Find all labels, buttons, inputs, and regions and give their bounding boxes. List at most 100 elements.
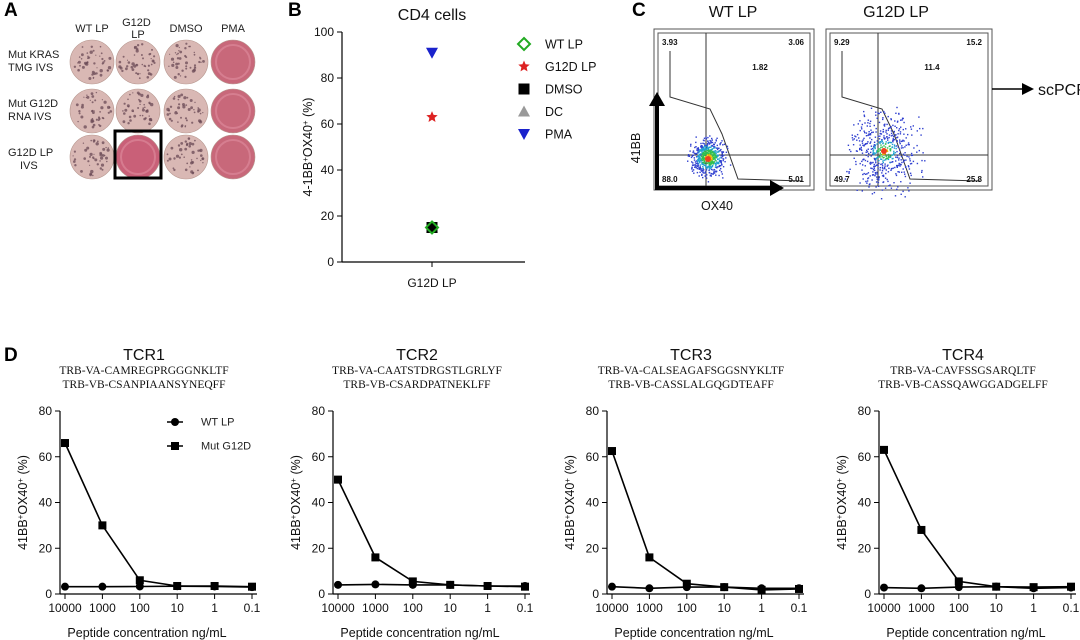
well-spot bbox=[93, 157, 95, 160]
flow-event bbox=[884, 146, 887, 148]
flow-event bbox=[709, 151, 712, 153]
flow-event bbox=[870, 161, 872, 164]
flow-event bbox=[870, 145, 873, 147]
flow-event bbox=[870, 141, 872, 143]
flow-event bbox=[721, 173, 723, 175]
chart-b-ytick-label: 0 bbox=[327, 255, 334, 269]
flow-event bbox=[711, 165, 714, 168]
well-inner-ring bbox=[120, 139, 156, 175]
flow-event bbox=[873, 165, 876, 168]
col-header-g12d: G12D LP bbox=[122, 17, 154, 41]
flow-event bbox=[921, 169, 923, 172]
flow-event bbox=[715, 156, 718, 158]
flow-event bbox=[705, 156, 707, 158]
flow-event bbox=[887, 158, 890, 161]
well-spot bbox=[78, 110, 81, 113]
well-spot bbox=[166, 159, 169, 162]
flow-event bbox=[861, 160, 863, 163]
well-spot bbox=[123, 112, 126, 115]
well-spot bbox=[101, 57, 104, 61]
well-spot bbox=[170, 119, 173, 122]
well-spot bbox=[177, 106, 181, 110]
flow-event bbox=[691, 155, 693, 157]
flow-event bbox=[902, 153, 905, 155]
flow-event bbox=[899, 139, 901, 141]
flow-event bbox=[721, 157, 723, 159]
flow-event bbox=[890, 141, 892, 144]
well-spot bbox=[178, 156, 181, 159]
flow-event bbox=[893, 144, 896, 146]
flow-event bbox=[851, 137, 854, 139]
flow-event bbox=[702, 147, 704, 150]
flow-event bbox=[719, 149, 721, 152]
flow-event bbox=[876, 157, 878, 159]
well-spot bbox=[182, 105, 186, 109]
well-spot bbox=[127, 61, 131, 64]
flow-event bbox=[700, 158, 702, 160]
flow-event bbox=[879, 155, 881, 157]
flow-event bbox=[908, 166, 910, 168]
flow-event bbox=[691, 168, 693, 170]
well-spot bbox=[118, 60, 122, 64]
flow-event bbox=[715, 150, 717, 152]
well-spot bbox=[124, 108, 128, 112]
flow-event bbox=[888, 185, 890, 187]
flow-event bbox=[897, 133, 899, 135]
flow-event bbox=[698, 150, 700, 152]
well-spot bbox=[147, 69, 150, 72]
flow-event bbox=[859, 148, 861, 151]
tcr-point-mut bbox=[521, 582, 529, 591]
tcr-point-wt bbox=[371, 580, 380, 589]
flow-event bbox=[870, 129, 872, 131]
flow-event bbox=[699, 150, 701, 152]
flow-event bbox=[894, 145, 896, 147]
legend-b-label-3: DC bbox=[545, 105, 563, 119]
well-spot bbox=[122, 120, 126, 124]
tcr-seq-a-3: TRB-VA-CAVFSSGSARQLTF bbox=[890, 365, 1036, 377]
flow-event bbox=[699, 155, 702, 157]
flow-event bbox=[881, 163, 883, 165]
tcr-ytick-label: 40 bbox=[312, 496, 326, 510]
flow-event bbox=[711, 159, 713, 161]
well-spot bbox=[94, 99, 97, 102]
flow-event bbox=[711, 148, 714, 150]
flow-event bbox=[882, 168, 884, 170]
flow-event bbox=[873, 154, 875, 156]
flow-event bbox=[892, 138, 894, 140]
flow-event bbox=[715, 147, 718, 149]
well-spot bbox=[172, 61, 175, 64]
well-spot bbox=[84, 148, 88, 152]
flow-event bbox=[912, 160, 915, 163]
flow-event bbox=[877, 185, 880, 187]
tcr-point-wt bbox=[98, 582, 107, 591]
flow-event bbox=[714, 142, 716, 144]
flow-event bbox=[703, 143, 705, 145]
flow-event bbox=[717, 147, 719, 149]
well-spot bbox=[168, 157, 172, 161]
flow-event bbox=[887, 157, 889, 159]
well-spot bbox=[171, 63, 175, 67]
well-spot bbox=[93, 153, 95, 155]
flow-event bbox=[872, 147, 874, 150]
well-spot bbox=[95, 54, 97, 56]
flow-event bbox=[703, 152, 705, 154]
flow-event bbox=[852, 139, 854, 141]
flow-event bbox=[880, 198, 883, 200]
flow-event bbox=[701, 174, 703, 176]
flow-event bbox=[881, 139, 883, 142]
flow-event bbox=[720, 163, 723, 165]
flow-event bbox=[723, 143, 726, 145]
well-spot bbox=[99, 111, 101, 113]
flow-event bbox=[905, 144, 907, 146]
flow-event bbox=[698, 167, 700, 169]
flow-event bbox=[718, 165, 721, 167]
flow-event bbox=[875, 131, 877, 133]
flow-event bbox=[880, 111, 882, 113]
well-spot bbox=[126, 59, 129, 61]
flow-event bbox=[699, 159, 701, 161]
flow-event bbox=[707, 148, 709, 150]
flow-event bbox=[881, 165, 884, 167]
flow-event bbox=[881, 140, 884, 143]
flow-event bbox=[876, 150, 878, 152]
